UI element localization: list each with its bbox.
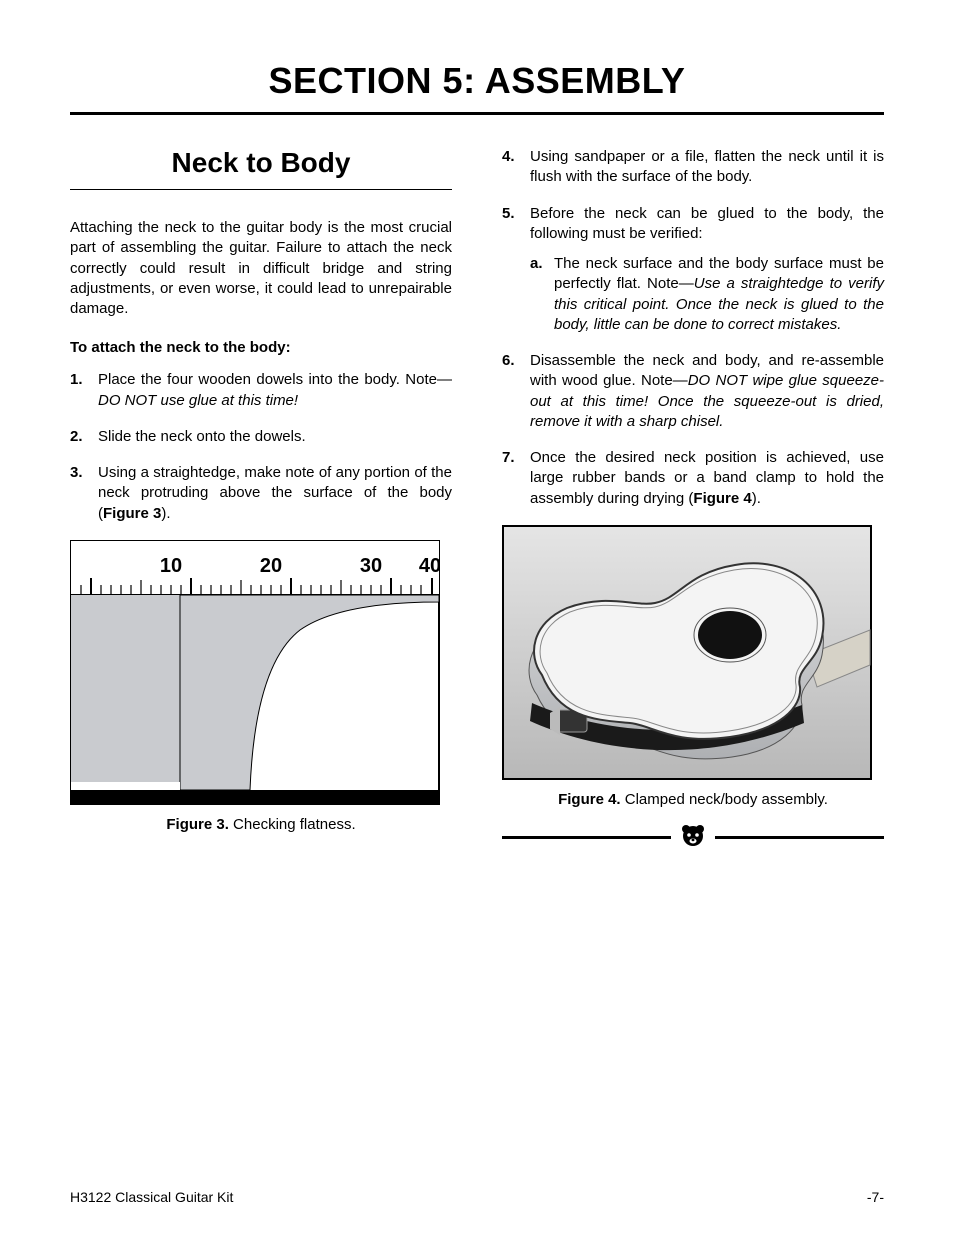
step-number: 2. — [70, 427, 83, 447]
step-text: Place the four wooden dowels into the bo… — [98, 371, 452, 388]
title-rule — [70, 112, 884, 115]
intro-paragraph: Attaching the neck to the guitar body is… — [70, 218, 452, 319]
figure-3-caption: Figure 3. Checking flatness. — [70, 815, 452, 835]
step-2: 2. Slide the neck onto the dowels. — [98, 427, 452, 447]
substeps-list: a. The neck surface and the body surface… — [530, 254, 884, 335]
step-4: 4. Using sandpaper or a file, flatten th… — [530, 147, 884, 188]
ruler-label: 30 — [360, 555, 382, 577]
ruler-label: 20 — [260, 555, 282, 577]
ruler-label: 10 — [160, 555, 182, 577]
figure-label: Figure 3. — [166, 816, 229, 833]
base-bar — [71, 790, 439, 803]
divider-line-right — [715, 836, 884, 839]
footer-right: -7- — [867, 1189, 884, 1205]
step-note-italic: DO NOT use glue at this time! — [98, 392, 298, 409]
substep-a: a. The neck surface and the body surface… — [554, 254, 884, 335]
figure-caption-text: Clamped neck/body assembly. — [621, 791, 828, 808]
step-6: 6. Disassemble the neck and body, and re… — [530, 351, 884, 432]
figure-4-caption: Figure 4. Clamped neck/body assembly. — [502, 790, 884, 810]
step-3: 3. Using a straightedge, make note of an… — [98, 463, 452, 524]
step-number: 1. — [70, 370, 83, 390]
subsection-heading: Neck to Body — [70, 147, 452, 179]
body-block — [71, 595, 180, 790]
procedure-lead: To attach the neck to the body: — [70, 339, 452, 356]
figure-reference: Figure 4 — [693, 490, 751, 507]
steps-list-left: 1. Place the four wooden dowels into the… — [70, 370, 452, 524]
subsection-rule — [70, 189, 452, 190]
step-text-end: ). — [161, 505, 170, 522]
step-text: Slide the neck onto the dowels. — [98, 428, 306, 445]
footer-left: H3122 Classical Guitar Kit — [70, 1189, 233, 1205]
two-column-layout: Neck to Body Attaching the neck to the g… — [70, 147, 884, 851]
step-7: 7. Once the desired neck position is ach… — [530, 448, 884, 509]
section-divider — [502, 823, 884, 851]
page: SECTION 5: ASSEMBLY Neck to Body Attachi… — [0, 0, 954, 1235]
step-number: 6. — [502, 351, 515, 371]
figure-4: Figure 4. Clamped neck/body assembly. — [502, 525, 884, 810]
right-column: 4. Using sandpaper or a file, flatten th… — [502, 147, 884, 851]
figure-reference: Figure 3 — [103, 505, 161, 522]
step-text: Using sandpaper or a file, flatten the n… — [530, 148, 884, 185]
figure-label: Figure 4. — [558, 791, 621, 808]
step-1: 1. Place the four wooden dowels into the… — [98, 370, 452, 411]
section-title: SECTION 5: ASSEMBLY — [70, 60, 884, 102]
figure-3-svg: 10 20 30 40 — [70, 540, 440, 805]
substep-letter: a. — [530, 254, 543, 274]
step-text: Before the neck can be glued to the body… — [530, 205, 884, 242]
steps-list-right: 4. Using sandpaper or a file, flatten th… — [502, 147, 884, 509]
page-footer: H3122 Classical Guitar Kit -7- — [70, 1189, 884, 1205]
ruler-bg — [71, 541, 439, 595]
left-column: Neck to Body Attaching the neck to the g… — [70, 147, 452, 851]
ruler-label: 40 — [419, 555, 440, 577]
figure-3: 10 20 30 40 Figure 3. — [70, 540, 452, 835]
divider-line-left — [502, 836, 671, 839]
step-number: 7. — [502, 448, 515, 468]
step-5: 5. Before the neck can be glued to the b… — [530, 204, 884, 336]
step-number: 5. — [502, 204, 515, 224]
gap-strip — [71, 782, 180, 790]
bear-icon — [679, 823, 707, 851]
step-number: 3. — [70, 463, 83, 483]
soundhole — [698, 611, 762, 659]
step-number: 4. — [502, 147, 515, 167]
figure-4-svg — [502, 525, 872, 780]
step-text-end: ). — [752, 490, 761, 507]
figure-caption-text: Checking flatness. — [229, 816, 356, 833]
